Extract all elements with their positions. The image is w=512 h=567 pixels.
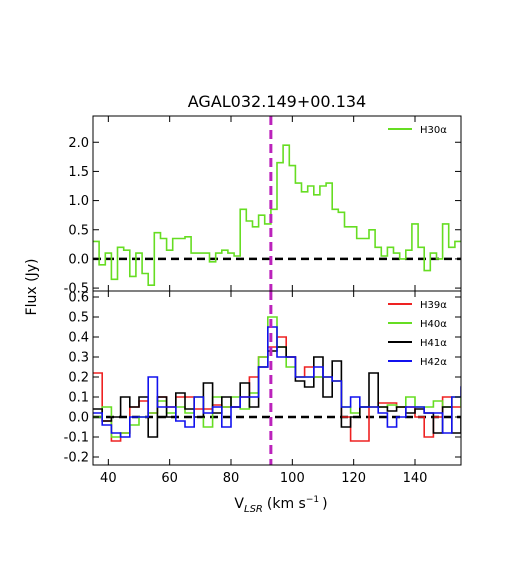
x-tick-label: 60	[161, 471, 178, 486]
legend-label: H30α	[420, 125, 447, 136]
y-axis-label: Flux (Jy)	[24, 259, 40, 316]
series-h30-line	[93, 144, 461, 286]
y-tick-label: -0.2	[64, 451, 89, 466]
x-tick-label: 100	[280, 471, 305, 486]
x-axis-label-units: (km s	[267, 496, 306, 512]
legend-label: H40α	[420, 319, 447, 330]
y-tick-label: 0.0	[68, 252, 89, 267]
legend-label: H42α	[420, 357, 447, 368]
y-tick-label: 0.2	[68, 371, 89, 386]
y-tick-label: 0.0	[68, 411, 89, 426]
plot-area	[93, 116, 461, 291]
y-tick-label: 0.6	[68, 291, 89, 306]
y-tick-label: 0.5	[68, 223, 89, 238]
y-tick-label: 2.0	[68, 136, 89, 151]
y-tick-label: -0.1	[64, 431, 89, 446]
series-h41-line	[93, 346, 461, 438]
bottom-panel: -0.2 -0.1 0.0 0.1 0.2 0.3 0.4 0.5 0.6 40 60 80 100 12…	[64, 290, 462, 486]
y-tick-label: 1.0	[68, 194, 89, 209]
legend-label: H39α	[420, 300, 447, 311]
chart-title: AGAL032.149+00.134	[188, 92, 366, 111]
legend-label: H41α	[420, 338, 447, 349]
x-axis-label-close: )	[322, 496, 327, 512]
x-axis-label-sub: LSR	[244, 504, 263, 515]
x-tick-label: 40	[100, 471, 117, 486]
y-tick-label: 1.5	[68, 165, 89, 180]
x-axis-label-exp: −1	[306, 495, 319, 505]
y-tick-label: 0.5	[68, 311, 89, 326]
x-tick-label: 120	[341, 471, 366, 486]
plot-area	[93, 291, 461, 465]
y-tick-label: -0.5	[64, 282, 89, 297]
x-axis-label-main: V	[234, 496, 244, 512]
x-tick-label: 80	[223, 471, 240, 486]
y-tick-label: 0.3	[68, 351, 89, 366]
x-tick-label: 140	[403, 471, 428, 486]
axes-frame	[92, 290, 462, 466]
y-tick-label: 0.1	[68, 391, 89, 406]
y-tick-label: 0.4	[68, 331, 89, 346]
top-panel: -0.5 0.0 0.5 1.0 1.5 2.0 H30α	[64, 115, 462, 297]
series-h42-line	[93, 326, 461, 438]
x-axis-label: VLSR (km s−1)	[234, 495, 327, 515]
series-h39-line	[93, 336, 461, 442]
